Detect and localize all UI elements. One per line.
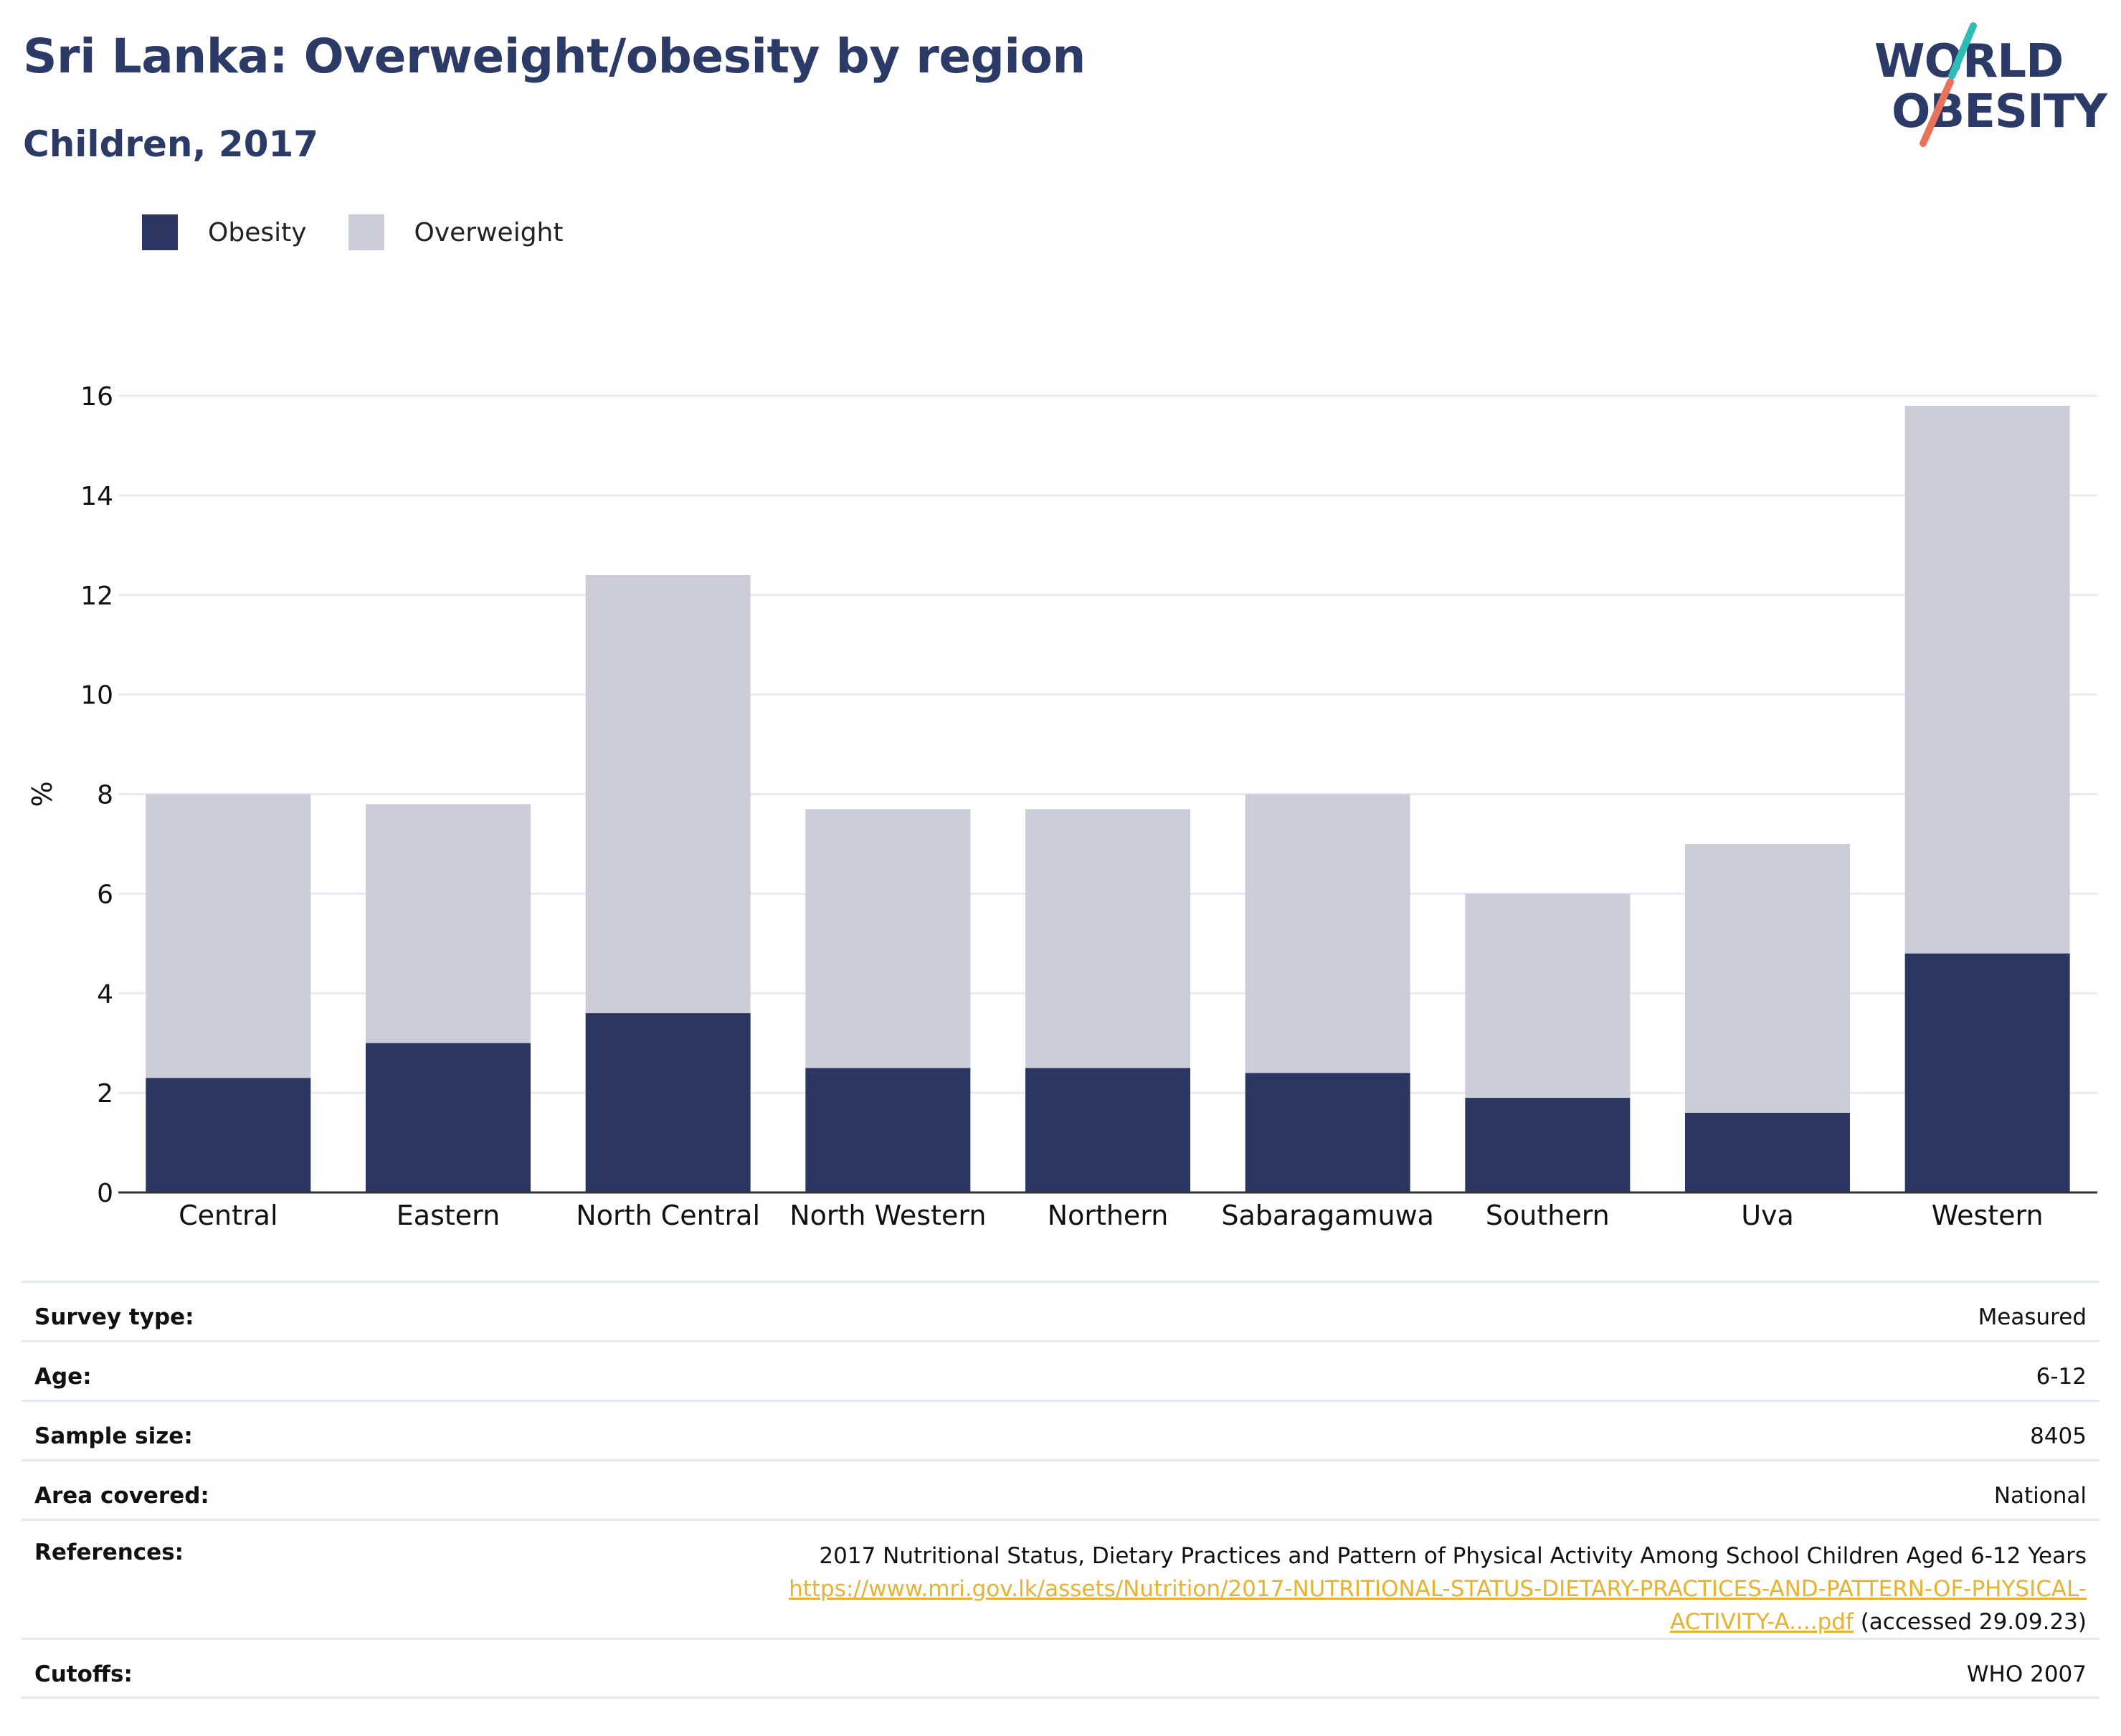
bar-overweight [1245,794,1410,1073]
y-tick-label: 8 [97,781,113,810]
x-tick-label: Southern [1486,1200,1610,1231]
x-tick-label: Sabaragamuwa [1221,1200,1434,1231]
legend-swatch-overweight [348,214,384,250]
bar-overweight [366,804,531,1043]
info-row-age: Age: 6-12 [22,1340,2099,1400]
x-tick-label: Uva [1741,1200,1794,1231]
x-tick-label: Northern [1048,1200,1169,1231]
bar-overweight [1904,405,2070,954]
chart-subtitle: Children, 2017 [23,123,319,165]
info-row-references: References: 2017 Nutritional Status, Die… [22,1519,2099,1638]
legend-label-overweight: Overweight [414,217,564,247]
reference-link-part2[interactable]: ACTIVITY-A....pdf [1670,1609,1854,1635]
reference-title: 2017 Nutritional Status, Dietary Practic… [819,1543,2087,1569]
y-tick-label: 4 [97,980,113,1009]
bar-obesity [1904,953,2070,1192]
sample-size-label: Sample size: [34,1423,193,1449]
area-covered-value: National [1993,1483,2087,1509]
bar-obesity [1685,1112,1850,1192]
x-tick-label: Eastern [397,1200,500,1231]
bar-overweight [805,809,971,1068]
y-tick-label: 0 [97,1179,113,1208]
reference-link-part1[interactable]: https://www.mri.gov.lk/assets/Nutrition/… [789,1576,2087,1602]
bar-overweight [1685,843,1850,1113]
survey-type-label: Survey type: [34,1304,194,1330]
x-tick-label: North Central [576,1200,760,1231]
chart-title: Sri Lanka: Overweight/obesity by region [23,29,1086,84]
bar-obesity [1465,1098,1631,1192]
references-value: 2017 Nutritional Status, Dietary Practic… [789,1540,2087,1638]
bar-obesity [1025,1068,1190,1192]
bar-overweight [585,574,751,1014]
sample-size-value: 8405 [2030,1423,2087,1449]
legend-swatch-obesity [142,214,178,250]
x-tick-label: North Western [789,1200,986,1231]
info-row-sample-size: Sample size: 8405 [22,1400,2099,1459]
survey-info-table: Survey type: Measured Age: 6-12 Sample s… [22,1281,2099,1699]
bar-obesity [366,1043,531,1192]
legend-item-obesity[interactable]: Obesity [142,214,307,250]
y-axis-label: % [27,781,58,807]
bar-overweight [1025,809,1190,1068]
bar-overweight [1465,893,1631,1099]
bar-obesity [805,1068,971,1192]
cutoffs-label: Cutoffs: [34,1661,133,1687]
info-row-survey-type: Survey type: Measured [22,1281,2099,1340]
age-value: 6-12 [2036,1364,2087,1390]
y-tick-label: 6 [97,880,113,909]
logo-slash-icon [1920,22,1977,147]
y-tick-label: 12 [80,582,113,611]
info-row-cutoffs: Cutoffs: WHO 2007 [22,1638,2099,1699]
reference-accessed-date: (accessed 29.09.23) [1853,1609,2087,1635]
y-tick-label: 16 [80,382,113,412]
age-label: Age: [34,1364,92,1390]
bar-overweight [146,794,311,1078]
y-tick-label: 2 [97,1079,113,1109]
legend-label-obesity: Obesity [208,217,307,247]
logo-text-world: WORLD [1874,35,2064,88]
bar-obesity [585,1013,751,1192]
cutoffs-value: WHO 2007 [1966,1661,2087,1687]
x-tick-label: Central [179,1200,277,1231]
world-obesity-logo: WORLD OBESITY [1871,20,2107,156]
x-tick-label: Western [1932,1200,2044,1231]
survey-type-value: Measured [1978,1304,2087,1330]
y-tick-label: 14 [80,482,113,511]
y-tick-label: 10 [80,681,113,711]
references-label: References: [34,1540,184,1565]
info-row-area-covered: Area covered: National [22,1459,2099,1519]
chart-legend: Obesity Overweight [142,214,604,251]
bar-obesity [1245,1073,1410,1192]
legend-item-overweight[interactable]: Overweight [348,214,564,250]
area-covered-label: Area covered: [34,1483,209,1509]
bar-obesity [146,1078,311,1192]
stacked-bar-chart: 0 2 4 6 8 10 12 14 16% Central Eastern North Centra… [27,382,2097,1231]
